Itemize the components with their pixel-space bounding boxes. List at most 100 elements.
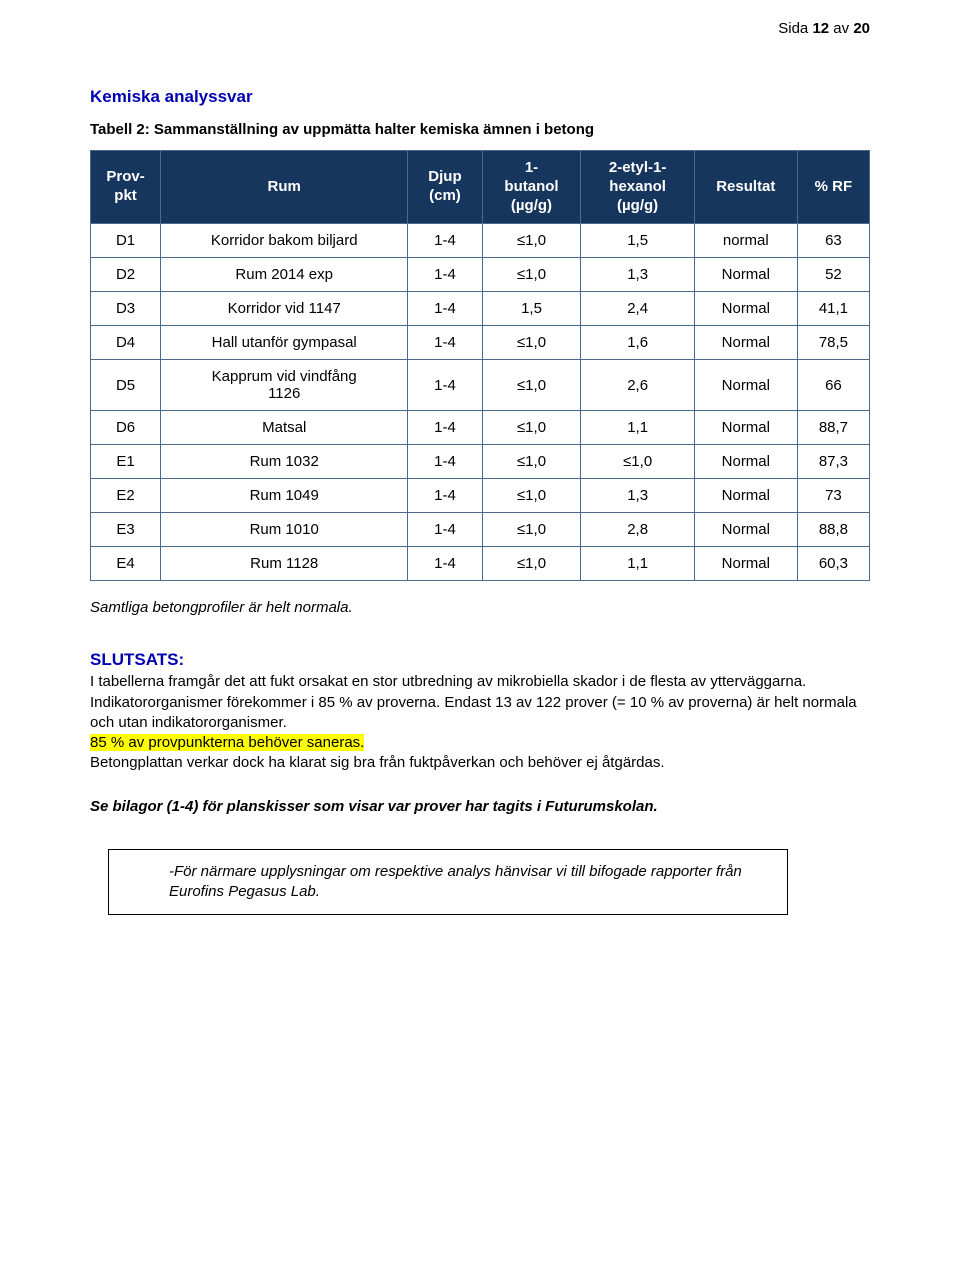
cell-butanol: ≤1,0 xyxy=(482,326,581,360)
cell-rf: 41,1 xyxy=(797,292,869,326)
col-header-djup: Djup(cm) xyxy=(408,151,482,224)
cell-rum: Rum 2014 exp xyxy=(161,258,408,292)
table-row: E1 Rum 1032 1-4 ≤1,0 ≤1,0 Normal 87,3 xyxy=(91,445,870,479)
cell-rf: 88,8 xyxy=(797,513,869,547)
cell-hexanol: 1,3 xyxy=(581,479,694,513)
cell-rum: Rum 1032 xyxy=(161,445,408,479)
table-body: D1 Korridor bakom biljard 1-4 ≤1,0 1,5 n… xyxy=(91,224,870,581)
cell-rum: Rum 1049 xyxy=(161,479,408,513)
cell-resultat: Normal xyxy=(694,258,797,292)
cell-rum: Kapprum vid vindfång1126 xyxy=(161,360,408,411)
cell-resultat: Normal xyxy=(694,360,797,411)
cell-butanol: ≤1,0 xyxy=(482,411,581,445)
cell-rum: Korridor bakom biljard xyxy=(161,224,408,258)
cell-hexanol: 2,6 xyxy=(581,360,694,411)
cell-djup: 1-4 xyxy=(408,360,482,411)
cell-rum: Rum 1128 xyxy=(161,547,408,581)
page-number-header: Sida 12 av 20 xyxy=(90,20,870,37)
cell-butanol: ≤1,0 xyxy=(482,258,581,292)
table-row: D2 Rum 2014 exp 1-4 ≤1,0 1,3 Normal 52 xyxy=(91,258,870,292)
cell-provpkt: D6 xyxy=(91,411,161,445)
col-header-hexanol: 2-etyl-1-hexanol(µg/g) xyxy=(581,151,694,224)
cell-provpkt: E2 xyxy=(91,479,161,513)
cell-butanol: ≤1,0 xyxy=(482,513,581,547)
cell-provpkt: D1 xyxy=(91,224,161,258)
cell-resultat: Normal xyxy=(694,513,797,547)
table-caption: Tabell 2: Sammanställning av uppmätta ha… xyxy=(90,121,870,138)
table-row: D6 Matsal 1-4 ≤1,0 1,1 Normal 88,7 xyxy=(91,411,870,445)
table-row: D3 Korridor vid 1147 1-4 1,5 2,4 Normal … xyxy=(91,292,870,326)
cell-butanol: ≤1,0 xyxy=(482,479,581,513)
conclusion-paragraph: I tabellerna framgår det att fukt orsaka… xyxy=(90,672,870,773)
cell-hexanol: 1,6 xyxy=(581,326,694,360)
col-header-butanol: 1-butanol(µg/g) xyxy=(482,151,581,224)
results-table: Prov-pkt Rum Djup(cm) 1-butanol(µg/g) 2-… xyxy=(90,150,870,581)
conclusion-title: SLUTSATS: xyxy=(90,650,870,670)
page-total: 20 xyxy=(853,20,870,37)
cell-resultat: Normal xyxy=(694,326,797,360)
table-row: E4 Rum 1128 1-4 ≤1,0 1,1 Normal 60,3 xyxy=(91,547,870,581)
cell-resultat: normal xyxy=(694,224,797,258)
cell-hexanol: 2,8 xyxy=(581,513,694,547)
conclusion-highlight: 85 % av provpunkterna behöver saneras. xyxy=(90,734,364,751)
section-title: Kemiska analyssvar xyxy=(90,87,870,107)
cell-butanol: 1,5 xyxy=(482,292,581,326)
cell-resultat: Normal xyxy=(694,479,797,513)
cell-provpkt: D5 xyxy=(91,360,161,411)
cell-djup: 1-4 xyxy=(408,445,482,479)
cell-provpkt: E1 xyxy=(91,445,161,479)
cell-rf: 52 xyxy=(797,258,869,292)
cell-rum: Hall utanför gympasal xyxy=(161,326,408,360)
cell-djup: 1-4 xyxy=(408,326,482,360)
cell-provpkt: D3 xyxy=(91,292,161,326)
table-row: D4 Hall utanför gympasal 1-4 ≤1,0 1,6 No… xyxy=(91,326,870,360)
cell-rf: 78,5 xyxy=(797,326,869,360)
cell-hexanol: ≤1,0 xyxy=(581,445,694,479)
col-header-rf: % RF xyxy=(797,151,869,224)
cell-djup: 1-4 xyxy=(408,547,482,581)
cell-rf: 60,3 xyxy=(797,547,869,581)
table-row: E3 Rum 1010 1-4 ≤1,0 2,8 Normal 88,8 xyxy=(91,513,870,547)
col-header-provpkt: Prov-pkt xyxy=(91,151,161,224)
page-mid: av xyxy=(829,20,853,37)
cell-rf: 88,7 xyxy=(797,411,869,445)
table-header-row: Prov-pkt Rum Djup(cm) 1-butanol(µg/g) 2-… xyxy=(91,151,870,224)
cell-djup: 1-4 xyxy=(408,224,482,258)
page-prefix: Sida xyxy=(778,20,812,37)
cell-butanol: ≤1,0 xyxy=(482,445,581,479)
cell-provpkt: D2 xyxy=(91,258,161,292)
cell-rum: Rum 1010 xyxy=(161,513,408,547)
cell-djup: 1-4 xyxy=(408,411,482,445)
cell-djup: 1-4 xyxy=(408,479,482,513)
cell-butanol: ≤1,0 xyxy=(482,224,581,258)
cell-rf: 66 xyxy=(797,360,869,411)
col-header-resultat: Resultat xyxy=(694,151,797,224)
cell-hexanol: 1,5 xyxy=(581,224,694,258)
cell-hexanol: 1,3 xyxy=(581,258,694,292)
cell-hexanol: 1,1 xyxy=(581,411,694,445)
cell-resultat: Normal xyxy=(694,411,797,445)
cell-rf: 87,3 xyxy=(797,445,869,479)
cell-djup: 1-4 xyxy=(408,513,482,547)
boxed-note: -För närmare upplysningar om respektive … xyxy=(108,849,788,916)
cell-resultat: Normal xyxy=(694,547,797,581)
cell-butanol: ≤1,0 xyxy=(482,360,581,411)
table-row: D5 Kapprum vid vindfång1126 1-4 ≤1,0 2,6… xyxy=(91,360,870,411)
page-current: 12 xyxy=(812,20,829,37)
conclusion-text-b: Betongplattan verkar dock ha klarat sig … xyxy=(90,754,665,771)
cell-provpkt: E3 xyxy=(91,513,161,547)
cell-rum: Korridor vid 1147 xyxy=(161,292,408,326)
cell-provpkt: D4 xyxy=(91,326,161,360)
cell-resultat: Normal xyxy=(694,292,797,326)
cell-rum: Matsal xyxy=(161,411,408,445)
cell-djup: 1-4 xyxy=(408,292,482,326)
table-header: Prov-pkt Rum Djup(cm) 1-butanol(µg/g) 2-… xyxy=(91,151,870,224)
cell-resultat: Normal xyxy=(694,445,797,479)
table-row: D1 Korridor bakom biljard 1-4 ≤1,0 1,5 n… xyxy=(91,224,870,258)
cell-rf: 63 xyxy=(797,224,869,258)
table-note: Samtliga betongprofiler är helt normala. xyxy=(90,599,870,616)
page: Sida 12 av 20 Kemiska analyssvar Tabell … xyxy=(0,0,960,955)
cell-butanol: ≤1,0 xyxy=(482,547,581,581)
cell-rf: 73 xyxy=(797,479,869,513)
table-row: E2 Rum 1049 1-4 ≤1,0 1,3 Normal 73 xyxy=(91,479,870,513)
